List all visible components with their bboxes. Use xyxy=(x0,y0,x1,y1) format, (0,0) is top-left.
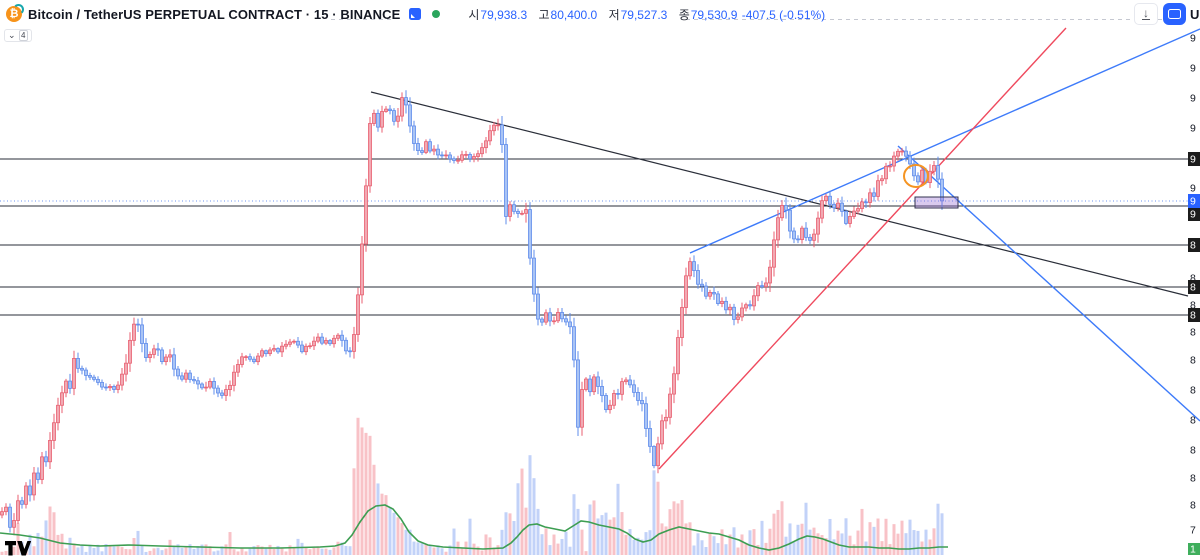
close-value: 79,530.9 xyxy=(690,7,738,22)
close-label: 종 xyxy=(678,7,690,22)
tradingview-logo[interactable] xyxy=(5,540,32,560)
download-icon: ↓ xyxy=(1142,6,1150,20)
svg-text:9: 9 xyxy=(1190,123,1196,135)
low-label: 저 xyxy=(608,7,620,22)
svg-text:8: 8 xyxy=(1190,385,1196,397)
svg-text:8: 8 xyxy=(1190,310,1196,322)
change-value: -407.5 (-0.51%) xyxy=(741,7,826,22)
svg-text:9: 9 xyxy=(1190,33,1196,45)
svg-text:8: 8 xyxy=(1190,300,1196,312)
price-range-box-annotation[interactable] xyxy=(914,196,959,209)
trendline-ascending-blue[interactable] xyxy=(689,28,1200,254)
ellipse-annotation[interactable] xyxy=(903,164,929,188)
high-value: 80,400.0 xyxy=(550,7,598,22)
svg-text:1: 1 xyxy=(1190,544,1196,556)
annotations xyxy=(903,164,959,209)
trendline-descending-black[interactable] xyxy=(370,91,1189,297)
high-label: 고 xyxy=(538,7,550,22)
svg-text:8: 8 xyxy=(1190,273,1196,285)
snapshot-button[interactable] xyxy=(1163,3,1186,25)
ohlc-legend: 시79,938.3 고80,400.0 저79,527.3 종79,530.9 … xyxy=(460,6,825,23)
svg-text:8: 8 xyxy=(1190,473,1196,485)
chevron-down-icon: ⌄ xyxy=(8,30,16,40)
svg-text:8: 8 xyxy=(1190,415,1196,427)
download-button[interactable]: ↓ xyxy=(1134,3,1158,25)
svg-text:8: 8 xyxy=(1190,445,1196,457)
svg-text:9: 9 xyxy=(1190,183,1196,195)
svg-text:9: 9 xyxy=(1190,63,1196,75)
horizontal-level-lines xyxy=(0,158,1188,316)
market-status-dot xyxy=(432,10,441,18)
svg-text:9: 9 xyxy=(1190,154,1196,166)
svg-text:7: 7 xyxy=(1190,525,1196,537)
object-tree-collapse-button[interactable]: ⌄ 4 xyxy=(4,29,32,42)
trendline-descending-blue[interactable] xyxy=(897,145,1200,422)
volume-ma-line xyxy=(0,504,948,551)
clipped-text-sliver: U xyxy=(1190,6,1200,22)
svg-text:9: 9 xyxy=(1190,93,1196,105)
trendlines xyxy=(370,27,1200,470)
open-label: 시 xyxy=(468,7,480,22)
hidden-drawings-count: 4 xyxy=(18,30,28,41)
blue-badge-icon xyxy=(409,8,422,20)
open-value: 79,938.3 xyxy=(480,7,528,22)
snapshot-icon xyxy=(1168,9,1181,19)
svg-text:8: 8 xyxy=(1190,282,1196,294)
bitcoin-icon: ₿ xyxy=(6,4,24,22)
svg-text:8: 8 xyxy=(1190,240,1196,252)
svg-text:8: 8 xyxy=(1190,355,1196,367)
trendline-ascending-red[interactable] xyxy=(658,27,1067,470)
svg-text:8: 8 xyxy=(1190,500,1196,512)
svg-text:9: 9 xyxy=(1190,196,1196,208)
chart-header: ₿ Bitcoin / TetherUS PERPETUAL CONTRACT … xyxy=(0,0,1200,28)
low-value: 79,527.3 xyxy=(620,7,668,22)
candles xyxy=(0,90,944,536)
svg-text:8: 8 xyxy=(1190,327,1196,339)
coin-accent-arc xyxy=(13,4,24,15)
svg-text:9: 9 xyxy=(1190,209,1196,221)
symbol-title[interactable]: Bitcoin / TetherUS PERPETUAL CONTRACT · … xyxy=(28,6,401,22)
